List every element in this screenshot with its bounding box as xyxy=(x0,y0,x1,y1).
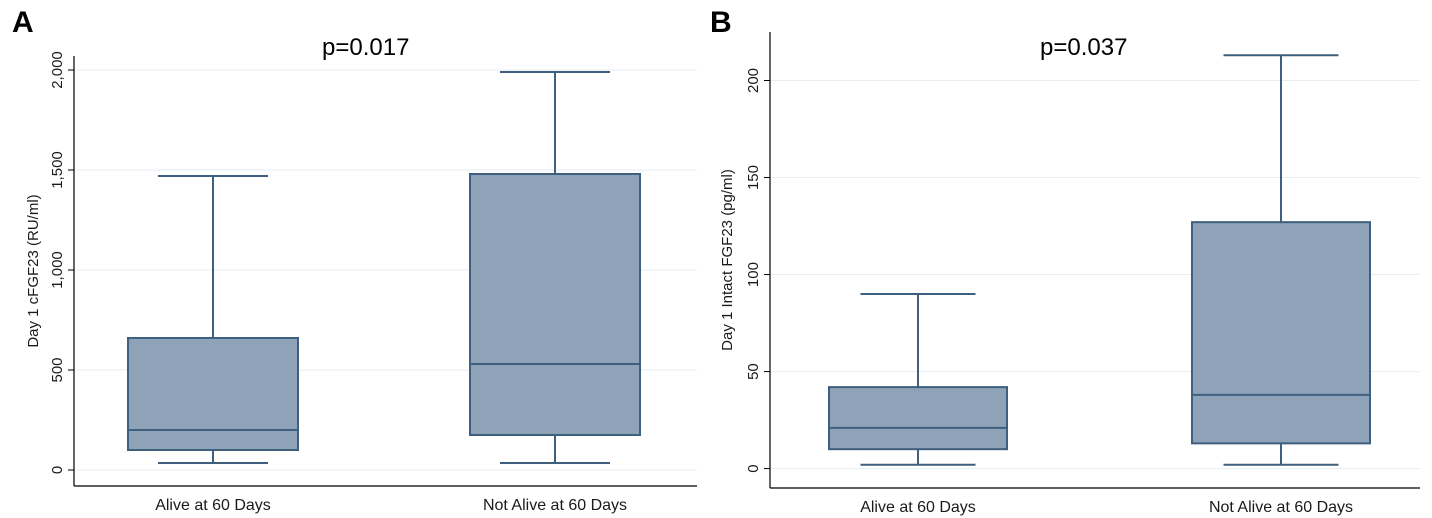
category-label: Not Alive at 60 Days xyxy=(483,497,627,514)
panel-label-a: A xyxy=(12,6,34,39)
category-label: Not Alive at 60 Days xyxy=(1209,499,1353,516)
y-tick-label: 500 xyxy=(49,357,66,382)
y-tick-label: 2,000 xyxy=(49,51,66,89)
y-tick-label: 150 xyxy=(745,165,762,190)
y-tick-label: 100 xyxy=(745,262,762,287)
pvalue-b: p=0.037 xyxy=(1040,34,1128,61)
iqr-box xyxy=(1191,221,1371,445)
y-axis-label: Day 1 Intact FGF23 (pg/ml) xyxy=(719,169,736,351)
y-tick-label: 0 xyxy=(745,464,762,472)
y-tick-label: 50 xyxy=(745,363,762,380)
iqr-box xyxy=(127,337,299,451)
box-plot-a: 0 500 1,000 1,500 2,000 Day 1 cFGF23 (RU/ml) A… xyxy=(25,51,697,514)
y-tick-label: 1,500 xyxy=(49,151,66,189)
panel-label-b: B xyxy=(710,6,732,39)
iqr-box xyxy=(469,173,641,436)
pvalue-a: p=0.017 xyxy=(322,34,410,61)
y-axis-label: Day 1 cFGF23 (RU/ml) xyxy=(25,194,42,347)
category-label: Alive at 60 Days xyxy=(155,497,271,514)
y-tick-label: 200 xyxy=(745,68,762,93)
y-tick-label: 0 xyxy=(49,466,66,474)
category-label: Alive at 60 Days xyxy=(860,499,976,516)
iqr-box xyxy=(828,386,1008,451)
y-tick-label: 1,000 xyxy=(49,251,66,289)
box-plot-b: 0 50 100 150 200 Day 1 Intact FGF23 (pg/ml) Al… xyxy=(719,32,1420,516)
